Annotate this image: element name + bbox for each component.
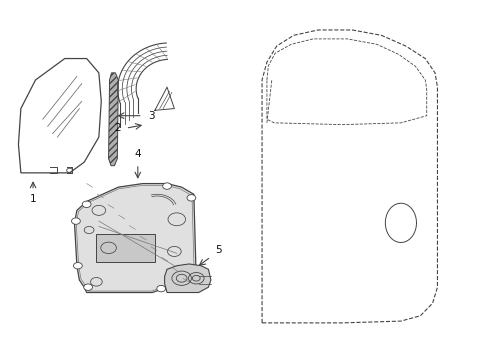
Circle shape	[187, 195, 196, 201]
Polygon shape	[109, 73, 118, 166]
Circle shape	[187, 279, 196, 285]
Circle shape	[84, 284, 93, 291]
Polygon shape	[74, 184, 196, 293]
Circle shape	[163, 183, 172, 189]
FancyBboxPatch shape	[97, 234, 155, 262]
Text: 4: 4	[134, 149, 141, 158]
Circle shape	[74, 262, 82, 269]
Circle shape	[157, 285, 166, 292]
Text: 5: 5	[215, 245, 221, 255]
Text: 2: 2	[114, 123, 121, 133]
Circle shape	[82, 201, 91, 207]
Text: 3: 3	[148, 111, 155, 121]
Text: 1: 1	[30, 194, 36, 204]
Circle shape	[72, 218, 80, 224]
Polygon shape	[165, 264, 211, 293]
